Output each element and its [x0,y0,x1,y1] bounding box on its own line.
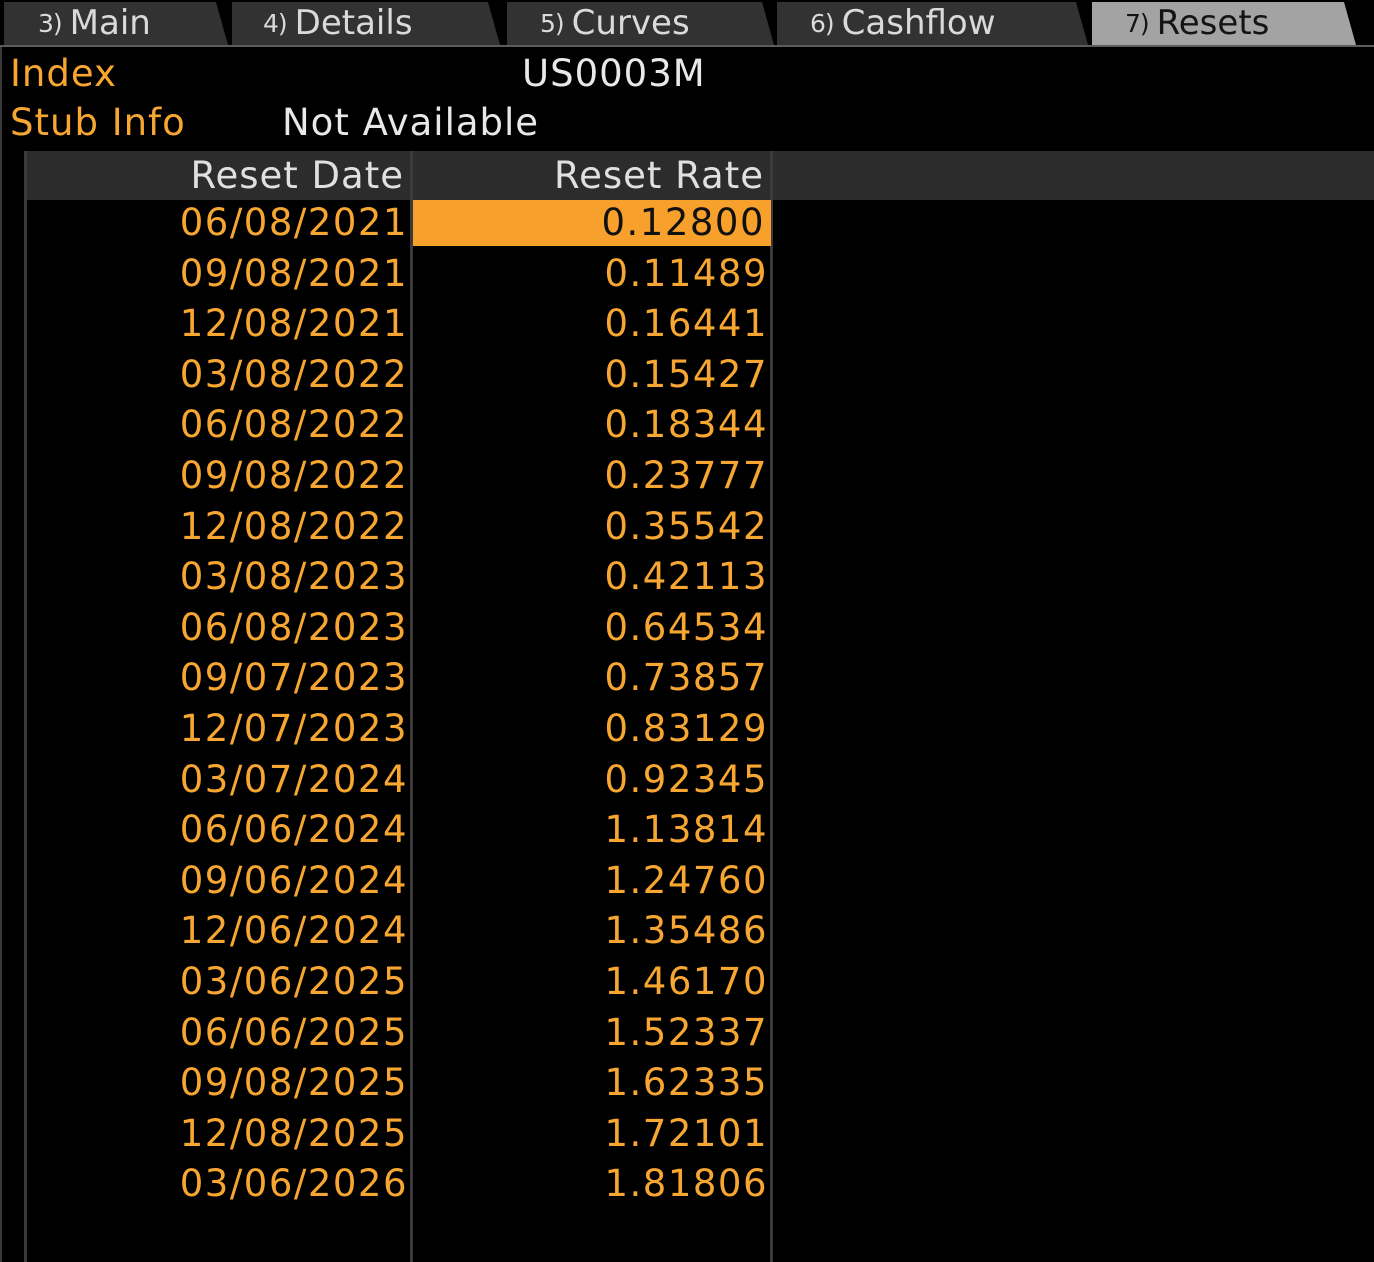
table-row[interactable]: 12/08/2022 0.35542 [24,504,774,555]
table-row[interactable]: 03/06/2026 1.81806 [24,1161,774,1212]
reset-date-cell[interactable]: 09/07/2023 [179,656,408,700]
tab-number: 7) [1125,9,1149,38]
resets-grid: Reset Date Reset Rate 06/08/2021 0.12800 0… [24,151,1374,1262]
reset-rate-cell[interactable]: 0.83129 [604,706,768,750]
reset-date-cell[interactable]: 06/08/2023 [179,605,408,649]
table-row[interactable]: 06/08/2023 0.64534 [24,605,774,656]
tab-number: 6) [810,9,834,38]
tab-number: 4) [263,9,287,38]
reset-rate-cell[interactable]: 1.35486 [604,909,768,953]
table-row[interactable]: 03/08/2022 0.15427 [24,352,774,403]
table-row[interactable]: 06/06/2025 1.52337 [24,1010,774,1061]
column-header-reset-rate[interactable]: Reset Rate [554,154,764,197]
reset-date-cell[interactable]: 12/06/2024 [179,909,408,953]
table-row[interactable]: 12/07/2023 0.83129 [24,706,774,757]
reset-rate-cell[interactable]: 0.11489 [604,251,768,295]
reset-date-cell[interactable]: 12/08/2025 [179,1111,408,1155]
table-row[interactable]: 12/08/2025 1.72101 [24,1111,774,1162]
reset-rate-cell[interactable]: 0.73857 [604,656,768,700]
reset-date-cell[interactable]: 06/06/2025 [179,1010,408,1054]
reset-date-cell[interactable]: 06/08/2022 [179,403,408,447]
table-row[interactable]: 12/06/2024 1.35486 [24,908,774,959]
table-row[interactable]: 09/08/2021 0.11489 [24,251,774,302]
table-row[interactable]: 06/06/2024 1.13814 [24,807,774,858]
tab-details[interactable]: 4) Details [232,2,500,45]
left-border [0,47,2,1262]
tab-bar-divider [0,45,1374,47]
reset-rate-cell[interactable]: 0.16441 [604,302,768,346]
reset-rate-cell[interactable]: 1.13814 [604,808,768,852]
reset-rate-cell[interactable]: 1.72101 [604,1111,768,1155]
table-row[interactable]: 09/08/2025 1.62335 [24,1060,774,1111]
table-row[interactable]: 09/08/2022 0.23777 [24,453,774,504]
tab-cashflow[interactable]: 6) Cashflow [777,2,1088,45]
stub-info-value: Not Available [282,101,540,144]
tab-number: 5) [540,9,564,38]
table-row[interactable]: 12/08/2021 0.16441 [24,301,774,352]
table-row[interactable]: 06/08/2022 0.18344 [24,402,774,453]
column-header-reset-date[interactable]: Reset Date [190,154,404,197]
reset-date-cell[interactable]: 03/07/2024 [179,757,408,801]
grid-header: Reset Date Reset Rate [24,151,1374,200]
tab-label: Curves [571,3,690,43]
reset-date-cell[interactable]: 03/08/2022 [179,352,408,396]
stub-info-label: Stub Info [10,101,186,144]
reset-rate-cell-selected[interactable]: 0.12800 [413,200,771,246]
table-body: 06/08/2021 0.12800 09/08/2021 0.11489 12/08/… [24,200,774,1212]
reset-date-cell[interactable]: 12/08/2021 [179,302,408,346]
column-divider [770,151,773,1262]
tab-number: 3) [38,9,62,38]
reset-rate-cell[interactable]: 0.35542 [604,504,768,548]
reset-rate-cell[interactable]: 1.46170 [604,959,768,1003]
table-row[interactable]: 03/08/2023 0.42113 [24,554,774,605]
reset-date-cell[interactable]: 09/08/2022 [179,453,408,497]
index-label: Index [10,52,117,95]
reset-rate-cell[interactable]: 0.18344 [604,403,768,447]
reset-rate-cell[interactable]: 1.81806 [604,1162,768,1206]
tab-curves[interactable]: 5) Curves [507,2,774,45]
tab-label: Details [294,3,413,43]
table-row[interactable]: 03/06/2025 1.46170 [24,959,774,1010]
index-value: US0003M [522,52,706,95]
reset-date-cell[interactable]: 03/08/2023 [179,555,408,599]
reset-date-cell[interactable]: 06/06/2024 [179,808,408,852]
tab-label: Cashflow [841,3,996,43]
column-divider [410,151,413,1262]
reset-date-cell[interactable]: 12/08/2022 [179,504,408,548]
reset-date-cell[interactable]: 09/06/2024 [179,858,408,902]
table-row[interactable]: 03/07/2024 0.92345 [24,757,774,808]
table-row[interactable]: 09/07/2023 0.73857 [24,655,774,706]
reset-date-cell[interactable]: 06/08/2021 [179,201,408,244]
reset-date-cell[interactable]: 09/08/2025 [179,1061,408,1105]
reset-rate-cell[interactable]: 1.52337 [604,1010,768,1054]
column-divider [24,151,27,1262]
reset-date-cell[interactable]: 03/06/2026 [179,1162,408,1206]
reset-date-cell[interactable]: 12/07/2023 [179,706,408,750]
reset-rate-cell[interactable]: 1.24760 [604,858,768,902]
tab-bar: 3) Main 4) Details 5) Curves 6) Cashflow 7) R… [0,0,1374,47]
tab-resets[interactable]: 7) Resets [1092,2,1356,45]
reset-rate-cell[interactable]: 0.42113 [604,555,768,599]
table-row[interactable]: 09/06/2024 1.24760 [24,858,774,909]
reset-rate-cell[interactable]: 1.62335 [604,1061,768,1105]
reset-rate-cell[interactable]: 0.15427 [604,352,768,396]
reset-date-cell[interactable]: 03/06/2025 [179,959,408,1003]
tab-label: Resets [1156,3,1270,43]
reset-rate-cell[interactable]: 0.92345 [604,757,768,801]
reset-date-cell[interactable]: 09/08/2021 [179,251,408,295]
tab-main[interactable]: 3) Main [4,2,228,45]
tab-label: Main [69,3,151,43]
reset-rate-cell[interactable]: 0.64534 [604,605,768,649]
reset-rate-cell[interactable]: 0.23777 [604,453,768,497]
table-row[interactable]: 06/08/2021 0.12800 [24,200,774,251]
